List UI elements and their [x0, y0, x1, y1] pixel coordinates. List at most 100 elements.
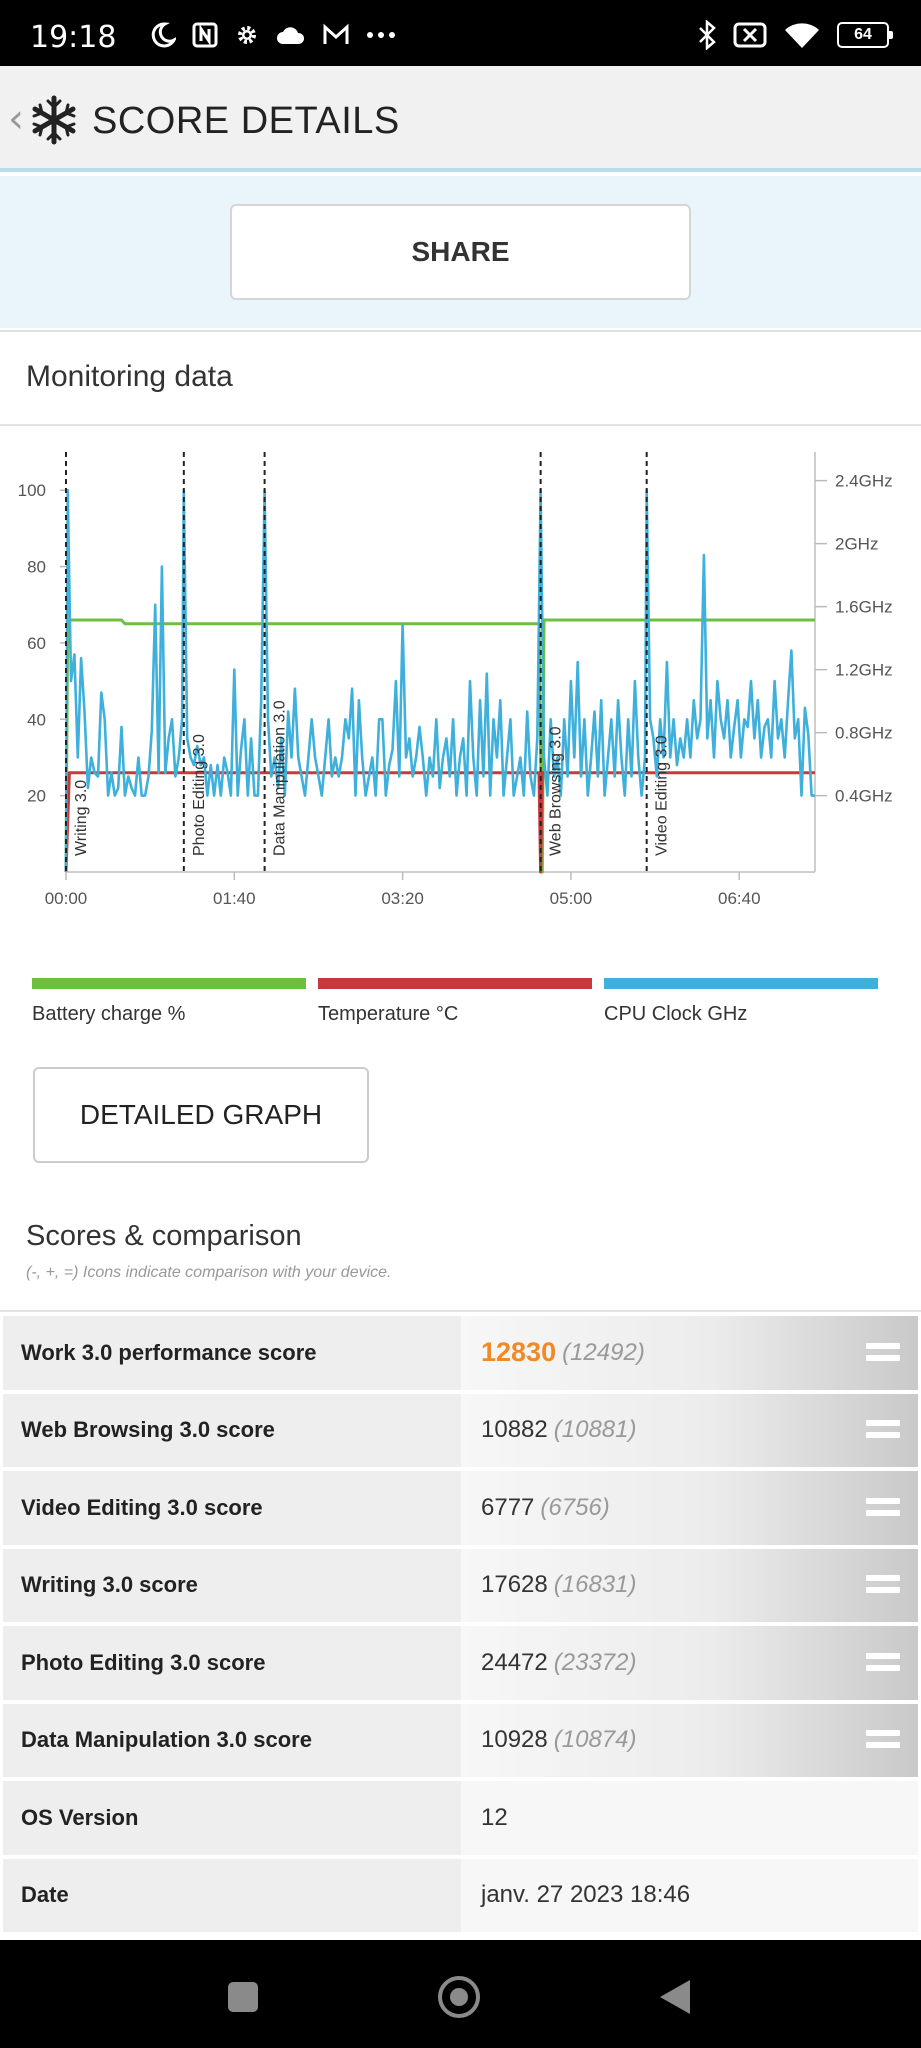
score-value-cell: 12830 (12492)	[461, 1316, 918, 1390]
score-value-cell: 24472 (23372)	[461, 1626, 918, 1700]
score-value-cell: 10882 (10881)	[461, 1393, 918, 1467]
score-reference: (6756)	[540, 1493, 610, 1521]
score-row: OS Version 12	[3, 1781, 918, 1855]
right-tick-label: 2GHz	[835, 535, 878, 554]
equal-icon	[866, 1420, 900, 1440]
score-value: 12	[481, 1803, 508, 1831]
score-row: Date janv. 27 2023 18:46	[3, 1858, 918, 1932]
score-value-cell: 10928 (10874)	[461, 1703, 918, 1777]
legend-swatch	[32, 978, 306, 989]
monitoring-title: Monitoring data	[26, 360, 233, 393]
legend-label: CPU Clock GHz	[604, 1003, 748, 1025]
test-marker-label: Writing 3.0	[73, 780, 90, 856]
test-marker-label: Data Manipulation 3.0	[272, 700, 289, 856]
score-value: 6777	[481, 1493, 535, 1521]
test-marker-label: Photo Editing 3.0	[191, 734, 208, 856]
battery-icon: 64	[837, 22, 893, 48]
legend-swatch	[318, 978, 592, 989]
cloud-icon	[277, 27, 305, 44]
score-row: Web Browsing 3.0 score 10882 (10881)	[3, 1393, 918, 1467]
chart-legend: Battery charge % Temperature °C CPU Cloc…	[32, 978, 892, 1028]
legend-label: Battery charge %	[32, 1003, 186, 1025]
share-button[interactable]: SHARE	[230, 204, 691, 300]
status-right-icons: 64	[697, 20, 893, 50]
equal-icon	[866, 1342, 900, 1363]
share-area: SHARE	[0, 176, 921, 328]
back-triangle-icon[interactable]	[660, 1980, 690, 2014]
legend-label: Temperature °C	[318, 1003, 459, 1025]
score-label: Photo Editing 3.0 score	[3, 1626, 461, 1700]
app-bar: ‹ SCORE DETAILS	[0, 66, 921, 172]
x-tick-label: 01:40	[213, 889, 256, 908]
score-reference: (12492)	[562, 1338, 645, 1366]
cpu-clock-line	[64, 488, 815, 873]
score-label: Date	[3, 1858, 461, 1932]
score-row: Photo Editing 3.0 score 24472 (23372)	[3, 1626, 918, 1700]
score-reference: (10881)	[553, 1416, 637, 1444]
x-tick-label: 00:00	[45, 889, 88, 908]
test-marker-label: Web Browsing 3.0	[548, 726, 565, 856]
score-row: Writing 3.0 score 17628 (16831)	[3, 1548, 918, 1622]
equal-icon	[866, 1730, 900, 1750]
more-dots-icon	[367, 32, 395, 38]
score-label: Writing 3.0 score	[3, 1548, 461, 1622]
score-row: Work 3.0 performance score 12830 (12492)	[3, 1316, 918, 1390]
equal-icon	[866, 1575, 900, 1595]
score-row: Data Manipulation 3.0 score 10928 (10874)	[3, 1703, 918, 1777]
mail-icon	[323, 23, 349, 44]
score-value: 10882	[481, 1416, 548, 1444]
score-table: Work 3.0 performance score 12830 (12492) We…	[3, 1316, 918, 1936]
detailed-graph-button[interactable]: DETAILED GRAPH	[33, 1067, 369, 1163]
score-label: Video Editing 3.0 score	[3, 1471, 461, 1545]
score-label: Web Browsing 3.0 score	[3, 1393, 461, 1467]
status-bar: 19:18 64	[0, 0, 921, 66]
score-value-cell: 6777 (6756)	[461, 1471, 918, 1545]
divider	[0, 424, 921, 426]
score-value: 12830	[481, 1337, 557, 1368]
legend-swatch	[604, 978, 878, 989]
y-tick-label: 20	[27, 787, 46, 806]
wifi-icon	[785, 23, 819, 48]
nfc-icon	[192, 22, 218, 48]
status-time: 19:18	[30, 20, 117, 55]
score-value: janv. 27 2023 18:46	[481, 1881, 691, 1909]
score-value-cell: 12	[461, 1781, 918, 1855]
moon-icon	[151, 22, 176, 48]
equal-icon	[866, 1497, 900, 1518]
chevron-left-icon[interactable]: ‹	[8, 96, 24, 142]
mute-icon	[733, 22, 767, 48]
score-label: Work 3.0 performance score	[3, 1316, 461, 1390]
score-label: Data Manipulation 3.0 score	[3, 1703, 461, 1777]
bluetooth-icon	[699, 20, 716, 50]
y-tick-label: 60	[27, 634, 46, 653]
status-left-icons	[150, 20, 396, 50]
score-reference: (23372)	[553, 1648, 637, 1676]
y-tick-label: 80	[27, 558, 46, 577]
recents-square-icon[interactable]	[228, 1982, 258, 2012]
scores-subtitle: (-, +, =) Icons indicate comparison with…	[26, 1264, 392, 1281]
right-tick-label: 0.4GHz	[835, 787, 893, 806]
equal-icon	[866, 1652, 900, 1673]
legend-battery: Battery charge %	[32, 978, 306, 1026]
x-tick-label: 06:40	[718, 889, 761, 908]
home-circle-icon[interactable]	[438, 1976, 480, 2018]
right-tick-label: 1.6GHz	[835, 598, 893, 617]
divider	[0, 1310, 921, 1312]
right-tick-label: 1.2GHz	[835, 661, 893, 680]
score-value: 24472	[481, 1648, 548, 1676]
monitoring-chart: 20 40 60 80 100 0.4GHz 0.8GHz 1.2GHz 1.6GHz 2GHz 2…	[18, 452, 893, 908]
x-tick-label: 03:20	[381, 889, 424, 908]
score-label: OS Version	[3, 1781, 461, 1855]
score-value-cell: 17628 (16831)	[461, 1548, 918, 1622]
right-tick-label: 2.4GHz	[835, 472, 893, 491]
score-reference: (16831)	[553, 1571, 637, 1599]
legend-cpu: CPU Clock GHz	[604, 978, 878, 1026]
y-tick-label: 40	[27, 710, 46, 729]
score-row: Video Editing 3.0 score 6777 (6756)	[3, 1471, 918, 1545]
score-value-cell: janv. 27 2023 18:46	[461, 1858, 918, 1932]
score-value: 17628	[481, 1571, 548, 1599]
x-tick-label: 05:00	[550, 889, 593, 908]
score-reference: (10874)	[553, 1726, 637, 1754]
legend-temperature: Temperature °C	[318, 978, 592, 1026]
snowflake-icon	[32, 95, 76, 145]
